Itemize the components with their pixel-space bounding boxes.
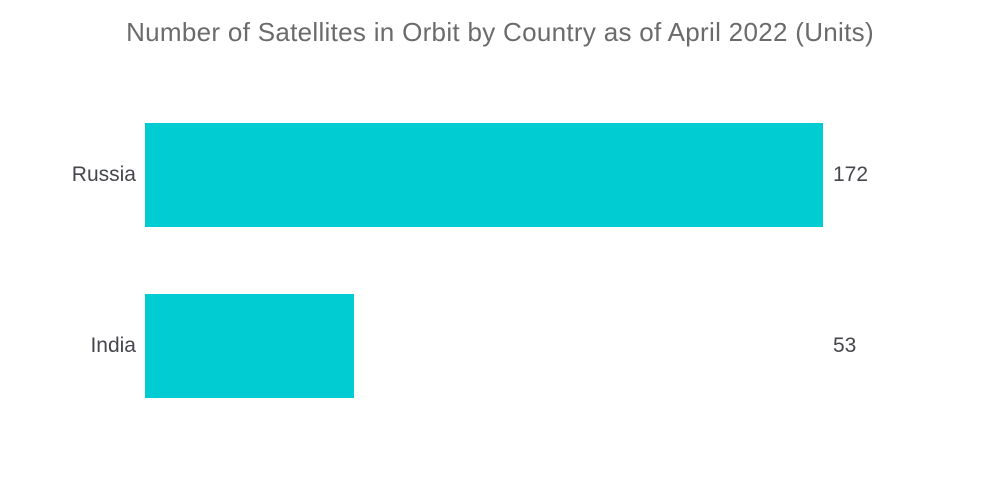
bar-row: India 53 <box>0 294 1000 398</box>
value-label: 53 <box>833 334 857 357</box>
bar-row: Russia 172 <box>0 123 1000 227</box>
bar-track <box>145 123 823 227</box>
category-label: Russia <box>71 163 136 186</box>
bar-track <box>145 294 823 398</box>
value-label: 172 <box>833 163 869 186</box>
category-label: India <box>90 334 136 357</box>
bar <box>145 294 354 398</box>
bar <box>145 123 823 227</box>
bar-rows: Russia 172 India 53 <box>0 123 1000 465</box>
chart-title: Number of Satellites in Orbit by Country… <box>126 17 874 47</box>
